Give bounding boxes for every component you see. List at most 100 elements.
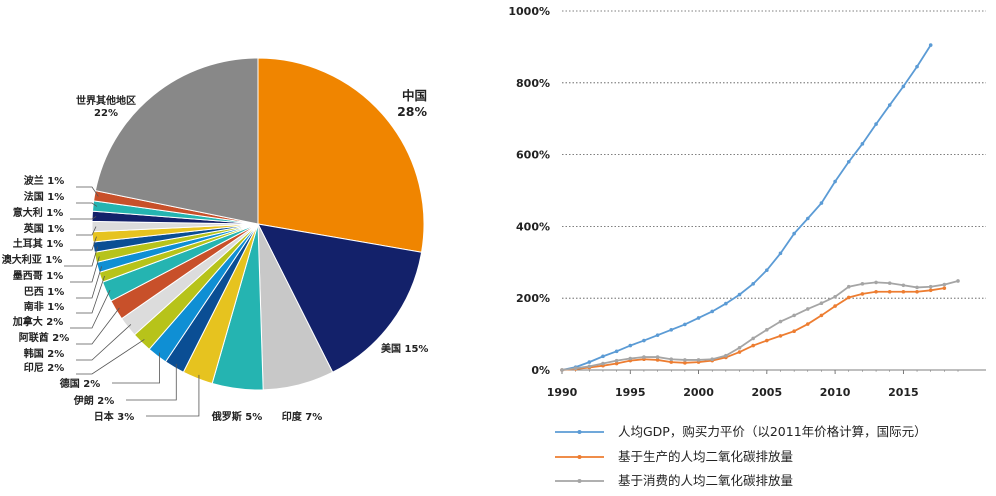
series-2-point-6 (642, 355, 646, 359)
series-0 (560, 43, 933, 372)
x-tick-label-4: 2010 (820, 386, 851, 399)
series-2-point-25 (901, 283, 906, 288)
series-2-point-18 (805, 307, 810, 311)
pie-leader-lines (64, 186, 200, 417)
series-1 (560, 286, 947, 372)
series-1-point-8 (669, 360, 674, 364)
series-2-point-11 (710, 357, 715, 362)
series-0-point-23 (874, 122, 878, 126)
series-2-point-15 (765, 327, 769, 332)
pie-slice-1 (257, 223, 423, 373)
series-1-point-15 (765, 338, 769, 343)
series-0-point-25 (901, 84, 906, 89)
leader-line-5 (126, 363, 177, 401)
series-1-point-24 (887, 289, 892, 294)
y-tick-label-0: 0% (531, 364, 550, 377)
series-1-point-25 (901, 289, 906, 294)
legend-marker-2 (577, 479, 582, 483)
series-0-point-26 (915, 64, 919, 69)
series-2-point-4 (614, 358, 619, 363)
series-2-point-28 (942, 282, 947, 287)
line-chart: 0% 200% 400% 600% 800% 1000% 1990 1995 2000 2005 2… (508, 5, 986, 488)
pie-slice-0 (257, 57, 425, 253)
legend-marker-0 (577, 430, 582, 434)
pie-label-1: 美国 15% (381, 342, 428, 355)
series-0-point-15 (765, 268, 769, 272)
series-1-point-23 (874, 289, 878, 294)
series-2-point-8 (669, 357, 674, 362)
leader-line-17 (70, 216, 97, 220)
leader-line-10 (70, 289, 111, 329)
series-1-point-14 (751, 343, 755, 348)
series-line-1 (561, 287, 945, 371)
series-2-point-20 (833, 294, 837, 299)
pie-label-20: 世界其他地区 22% (76, 94, 136, 119)
leader-line-12 (76, 266, 103, 299)
series-1-point-21 (846, 295, 851, 300)
series-0-point-21 (846, 159, 851, 164)
series-1-point-28 (942, 286, 947, 290)
series-0-point-9 (683, 322, 687, 327)
series-2-point-2 (587, 364, 592, 369)
y-tick-label-4: 800% (516, 77, 550, 90)
legend-marker-1 (577, 455, 582, 459)
pie-label-2: 印度 7% (282, 410, 322, 423)
y-tick-label-3: 600% (516, 149, 550, 162)
legend-item-0: 人均GDP，购买力平价（以2011年价格计算，国际元） (555, 424, 927, 439)
leader-line-14 (64, 246, 98, 267)
pie-label-14: 澳大利亚 1% (2, 253, 62, 266)
series-2-point-19 (819, 301, 824, 306)
pie-label-16: 英国 1% (23, 222, 64, 235)
pie-label-12: 巴西 1% (24, 286, 64, 298)
pie-slices (91, 57, 425, 391)
pie-label-10: 加拿大 2% (12, 315, 63, 328)
series-0-point-8 (669, 327, 674, 332)
series-2-point-27 (928, 284, 933, 289)
series-1-point-16 (778, 334, 783, 338)
x-tick-label-0: 1990 (547, 386, 578, 399)
series-0-point-7 (655, 333, 660, 337)
series-1-point-9 (683, 361, 687, 365)
leader-line-11 (76, 275, 105, 314)
series-2-point-10 (696, 358, 701, 362)
series-0-point-5 (628, 343, 633, 348)
series-2-point-17 (792, 313, 796, 318)
series-1-point-19 (819, 313, 824, 318)
series-0-point-14 (751, 282, 755, 286)
series-2-point-26 (915, 285, 919, 290)
series-2-point-23 (874, 280, 878, 285)
y-tick-label-2: 400% (516, 220, 550, 233)
series-2-point-9 (683, 358, 687, 362)
leader-line-15 (70, 236, 97, 251)
legend-label-1: 基于生产的人均二氧化碳排放量 (618, 449, 793, 464)
series-2-point-1 (573, 366, 578, 371)
pie-label-5: 伊朗 2% (73, 394, 114, 407)
pie-label-0: 中国 28% (397, 88, 427, 119)
series-1-point-27 (928, 288, 933, 293)
y-tick-label-1: 200% (516, 292, 550, 305)
series-2-point-14 (751, 336, 755, 341)
series-2-point-16 (778, 319, 783, 324)
legend-item-2: 基于消费的人均二氧化碳排放量 (555, 473, 793, 488)
pie-label-15: 土耳其 1% (13, 237, 63, 250)
x-tick-label-3: 2005 (752, 386, 783, 399)
pie-label-9: 阿联酋 2% (19, 331, 69, 344)
series-0-point-18 (805, 216, 810, 221)
series-2-point-22 (860, 282, 865, 286)
series-0-point-24 (887, 103, 892, 107)
leader-line-13 (70, 256, 100, 283)
series-1-point-18 (805, 322, 810, 326)
legend-label-0: 人均GDP，购买力平价（以2011年价格计算，国际元） (618, 424, 927, 439)
leader-line-4 (146, 374, 200, 417)
leader-line-6 (112, 352, 160, 384)
pie-chart: 中国 28% 美国 15% 印度 7% 俄罗斯 5% 日本 3% 伊朗 2% 德国 2% 印尼 … (2, 57, 428, 423)
series-1-point-26 (915, 289, 919, 294)
pie-slice-20 (94, 57, 259, 225)
pie-label-8: 韩国 2% (24, 347, 64, 360)
pie-label-4: 日本 3% (94, 410, 134, 423)
series-2-point-5 (628, 356, 633, 361)
leader-line-8 (76, 324, 132, 361)
series-line-2 (561, 280, 959, 371)
series-2-point-3 (601, 361, 605, 366)
series-0-point-4 (614, 349, 619, 354)
